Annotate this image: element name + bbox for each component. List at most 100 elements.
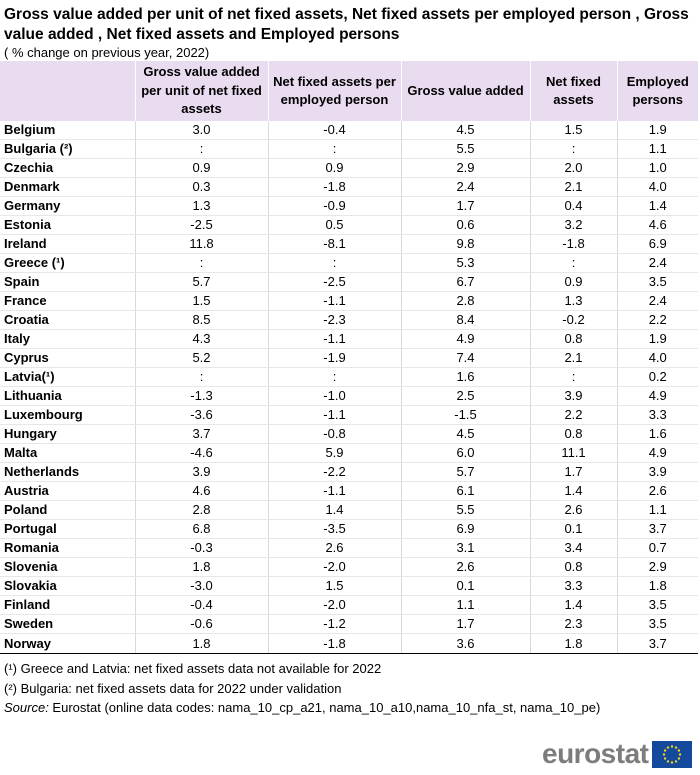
data-table: Gross value added per unit of net fixed … [0, 61, 698, 654]
table-cell: 2.9 [616, 557, 698, 577]
table-cell: 2.8 [400, 291, 530, 311]
row-country: Croatia [0, 310, 135, 330]
table-cell: 4.9 [400, 329, 530, 349]
table-cell: 1.1 [616, 139, 698, 159]
table-cell: : [134, 253, 268, 273]
table-cell: -1.8 [267, 633, 401, 654]
table-row: Germany 1.3 -0.9 1.7 0.4 1.4 [0, 196, 698, 216]
table-cell: -1.1 [267, 481, 401, 501]
table-cell: 1.7 [400, 614, 530, 634]
table-cell: -8.1 [267, 234, 401, 254]
row-country: Bulgaria (²) [0, 139, 135, 159]
header-col-employed: Employed persons [616, 61, 698, 121]
table-cell: 1.8 [529, 633, 617, 654]
table-cell: 0.9 [134, 158, 268, 178]
table-cell: 2.6 [400, 557, 530, 577]
source-text: Eurostat (online data codes: nama_10_cp_… [48, 700, 601, 715]
table-cell: -1.1 [267, 291, 401, 311]
table-row: Hungary 3.7 -0.8 4.5 0.8 1.6 [0, 424, 698, 444]
table-row: Bulgaria (²)::5.5:1.1 [0, 139, 698, 159]
table-cell: 9.8 [400, 234, 530, 254]
row-country: Malta [0, 443, 135, 463]
table-cell: 6.9 [400, 519, 530, 539]
table-cell: -1.5 [400, 405, 530, 425]
table-row: Czechia 0.9 0.9 2.9 2.0 1.0 [0, 158, 698, 178]
table-cell: 2.9 [400, 158, 530, 178]
table-row: Slovenia 1.8 -2.0 2.6 0.8 2.9 [0, 557, 698, 577]
table-subtitle: ( % change on previous year, 2022) [4, 45, 210, 60]
row-country: Finland [0, 595, 135, 615]
row-country: Belgium [0, 121, 135, 140]
table-cell: -1.1 [267, 329, 401, 349]
table-cell: 1.5 [529, 121, 617, 140]
table-cell: -0.4 [267, 121, 401, 140]
table-cell: -2.2 [267, 462, 401, 482]
table-cell: : [134, 367, 268, 387]
table-row: Estonia -2.5 0.5 0.6 3.2 4.6 [0, 215, 698, 235]
footnotes: (¹) Greece and Latvia: net fixed assets … [4, 659, 600, 718]
table-cell: : [529, 367, 617, 387]
table-cell: 0.3 [134, 177, 268, 197]
table-cell: -0.9 [267, 196, 401, 216]
table-cell: -1.2 [267, 614, 401, 634]
table-cell: 1.4 [616, 196, 698, 216]
table-cell: : [267, 253, 401, 273]
table-cell: 1.1 [616, 500, 698, 520]
table-cell: -1.8 [267, 177, 401, 197]
table-cell: 3.2 [529, 215, 617, 235]
row-country: Portugal [0, 519, 135, 539]
table-cell: 1.9 [616, 121, 698, 140]
table-cell: -3.6 [134, 405, 268, 425]
table-cell: 3.4 [529, 538, 617, 558]
table-cell: 1.7 [400, 196, 530, 216]
table-row: Norway 1.8 -1.8 3.6 1.8 3.7 [0, 633, 698, 654]
flag-star [678, 756, 681, 760]
table-cell: 6.8 [134, 519, 268, 539]
table-cell: -1.9 [267, 348, 401, 368]
table-cell: 2.1 [529, 348, 617, 368]
table-cell: 5.7 [400, 462, 530, 482]
table-cell: 2.1 [529, 177, 617, 197]
table-cell: 1.6 [400, 367, 530, 387]
table-row: Italy 4.3 -1.1 4.9 0.8 1.9 [0, 329, 698, 349]
table-cell: 0.2 [616, 367, 698, 387]
table-cell: 1.3 [134, 196, 268, 216]
table-cell: 2.2 [529, 405, 617, 425]
header-col-assets-per-person: Net fixed assets per employed person [267, 61, 401, 121]
row-country: Italy [0, 329, 135, 349]
table-cell: 3.3 [529, 576, 617, 596]
flag-star [671, 744, 674, 748]
source-label: Source: [4, 700, 49, 715]
table-cell: 2.4 [400, 177, 530, 197]
table-cell: 2.5 [400, 386, 530, 406]
table-cell: : [529, 139, 617, 159]
flag-star [663, 752, 666, 756]
table-cell: -0.3 [134, 538, 268, 558]
table-cell: -2.3 [267, 310, 401, 330]
table-cell: 4.9 [616, 386, 698, 406]
eurostat-logo: eurostat [542, 739, 693, 769]
header-country [0, 61, 135, 121]
table-row: Sweden -0.6 -1.2 1.7 2.3 3.5 [0, 614, 698, 634]
table-cell: 6.1 [400, 481, 530, 501]
flag-star [675, 759, 678, 763]
table-cell: 1.4 [529, 595, 617, 615]
table-cell: 3.1 [400, 538, 530, 558]
footnote-2: (²) Bulgaria: net fixed assets data for … [4, 680, 342, 696]
header-col-gva-per-assets: Gross value added per unit of net fixed … [134, 61, 268, 121]
table-cell: -3.0 [134, 576, 268, 596]
table-row: Ireland 11.8 -8.1 9.8 -1.8 6.9 [0, 234, 698, 254]
table-cell: 0.4 [529, 196, 617, 216]
table-row: Latvia(¹)::1.6:0.2 [0, 367, 698, 387]
row-country: Netherlands [0, 462, 135, 482]
table-row: Poland 2.8 1.4 5.5 2.6 1.1 [0, 500, 698, 520]
table-cell: -0.4 [134, 595, 268, 615]
table-cell: 1.4 [267, 500, 401, 520]
row-country: Sweden [0, 614, 135, 634]
table-row: Slovakia -3.0 1.5 0.1 3.3 1.8 [0, 576, 698, 596]
header-row: Gross value added per unit of net fixed … [0, 61, 698, 121]
footnote-1: (¹) Greece and Latvia: net fixed assets … [4, 661, 382, 676]
table-cell: 3.0 [134, 121, 268, 140]
table-cell: 3.9 [616, 462, 698, 482]
table-cell: 1.8 [134, 633, 268, 654]
